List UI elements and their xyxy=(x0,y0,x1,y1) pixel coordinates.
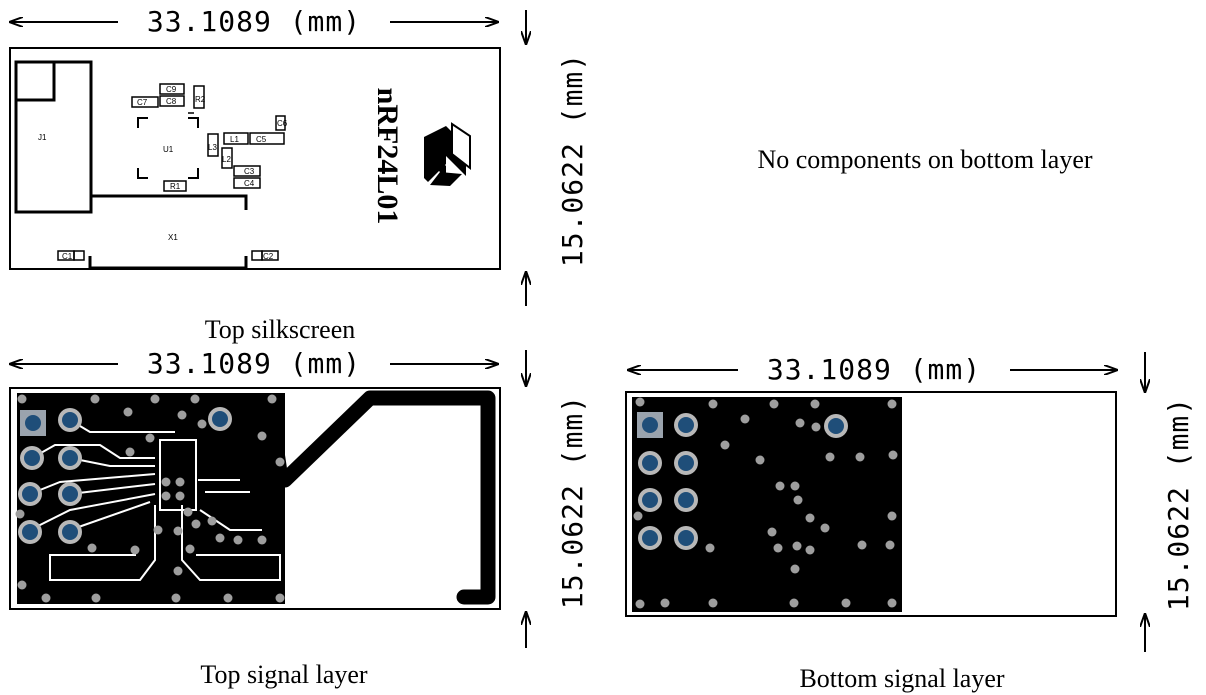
top-silkscreen-panel: 33.1089 (mm) 15.0622 (mm) J1 U1 X1 xyxy=(10,5,589,344)
copper-pour xyxy=(632,397,902,612)
component-c7: C7 xyxy=(131,96,159,108)
top-signal-caption: Top signal layer xyxy=(200,660,367,689)
u1-label: U1 xyxy=(163,145,174,154)
top-signal-panel: 33.1089 (mm) 15.0622 (mm) xyxy=(10,347,589,689)
svg-text:R2: R2 xyxy=(195,95,206,104)
svg-text:C7: C7 xyxy=(137,98,148,107)
svg-text:L1: L1 xyxy=(230,135,239,144)
svg-text:C6: C6 xyxy=(277,119,288,128)
height-dimension: 15.0622 (mm) xyxy=(1145,352,1195,652)
vias xyxy=(15,394,285,603)
pads xyxy=(637,412,848,550)
component-c8: C8 xyxy=(159,95,185,107)
j1-label: J1 xyxy=(38,133,47,142)
width-label: 33.1089 (mm) xyxy=(147,5,361,38)
width-label: 33.1089 (mm) xyxy=(147,347,361,380)
height-dimension: 15.0622 (mm) xyxy=(526,350,589,648)
component-c6: C6 xyxy=(275,115,288,131)
svg-text:C3: C3 xyxy=(244,167,255,176)
chip-name-label: nRF24L01 xyxy=(371,88,404,225)
component-c1: C1 xyxy=(57,250,85,261)
svg-text:R1: R1 xyxy=(170,182,181,191)
svg-text:C2: C2 xyxy=(263,252,274,261)
nordic-logo-icon xyxy=(424,122,471,186)
component-c9: C9 xyxy=(159,83,185,95)
width-dimension: 33.1089 (mm) xyxy=(10,347,498,380)
svg-text:L3: L3 xyxy=(208,143,217,152)
top-silkscreen-caption: Top silkscreen xyxy=(205,315,356,344)
pads xyxy=(18,407,232,544)
component-c2: C2 xyxy=(251,250,279,261)
x1-label: X1 xyxy=(168,233,178,242)
component-l3: L3 xyxy=(207,133,219,157)
height-dimension: 15.0622 (mm) xyxy=(526,10,589,306)
svg-text:C9: C9 xyxy=(166,85,177,94)
chip-u1: U1 xyxy=(137,117,199,179)
height-label: 15.0622 (mm) xyxy=(1162,397,1195,611)
component-r1: R1 xyxy=(163,180,187,192)
connector-j1: J1 xyxy=(14,60,93,214)
svg-text:L2: L2 xyxy=(222,155,231,164)
vias xyxy=(633,397,898,609)
svg-text:C1: C1 xyxy=(62,252,73,261)
width-label: 33.1089 (mm) xyxy=(767,353,981,386)
svg-text:C8: C8 xyxy=(166,97,177,106)
width-dimension: 33.1089 (mm) xyxy=(628,353,1117,386)
component-l2: L2 xyxy=(221,147,233,169)
svg-text:C4: C4 xyxy=(244,179,255,188)
svg-text:C5: C5 xyxy=(256,135,267,144)
height-label: 15.0622 (mm) xyxy=(556,53,589,267)
copper-pour xyxy=(17,393,288,604)
component-c4: C4 xyxy=(233,177,261,189)
bottom-layer-note: No components on bottom layer xyxy=(757,145,1092,174)
component-c5: C5 xyxy=(249,132,285,145)
component-c3: C3 xyxy=(233,165,261,177)
height-label: 15.0622 (mm) xyxy=(556,395,589,609)
width-dimension: 33.1089 (mm) xyxy=(10,5,498,38)
bottom-signal-panel: 33.1089 (mm) 15.0622 (mm) xyxy=(625,352,1195,693)
bottom-signal-caption: Bottom signal layer xyxy=(799,664,1004,693)
component-l1: L1 xyxy=(223,132,249,145)
component-r2: R2 xyxy=(188,85,206,114)
antenna-trace xyxy=(277,390,496,605)
crystal-x1: X1 xyxy=(88,194,248,270)
